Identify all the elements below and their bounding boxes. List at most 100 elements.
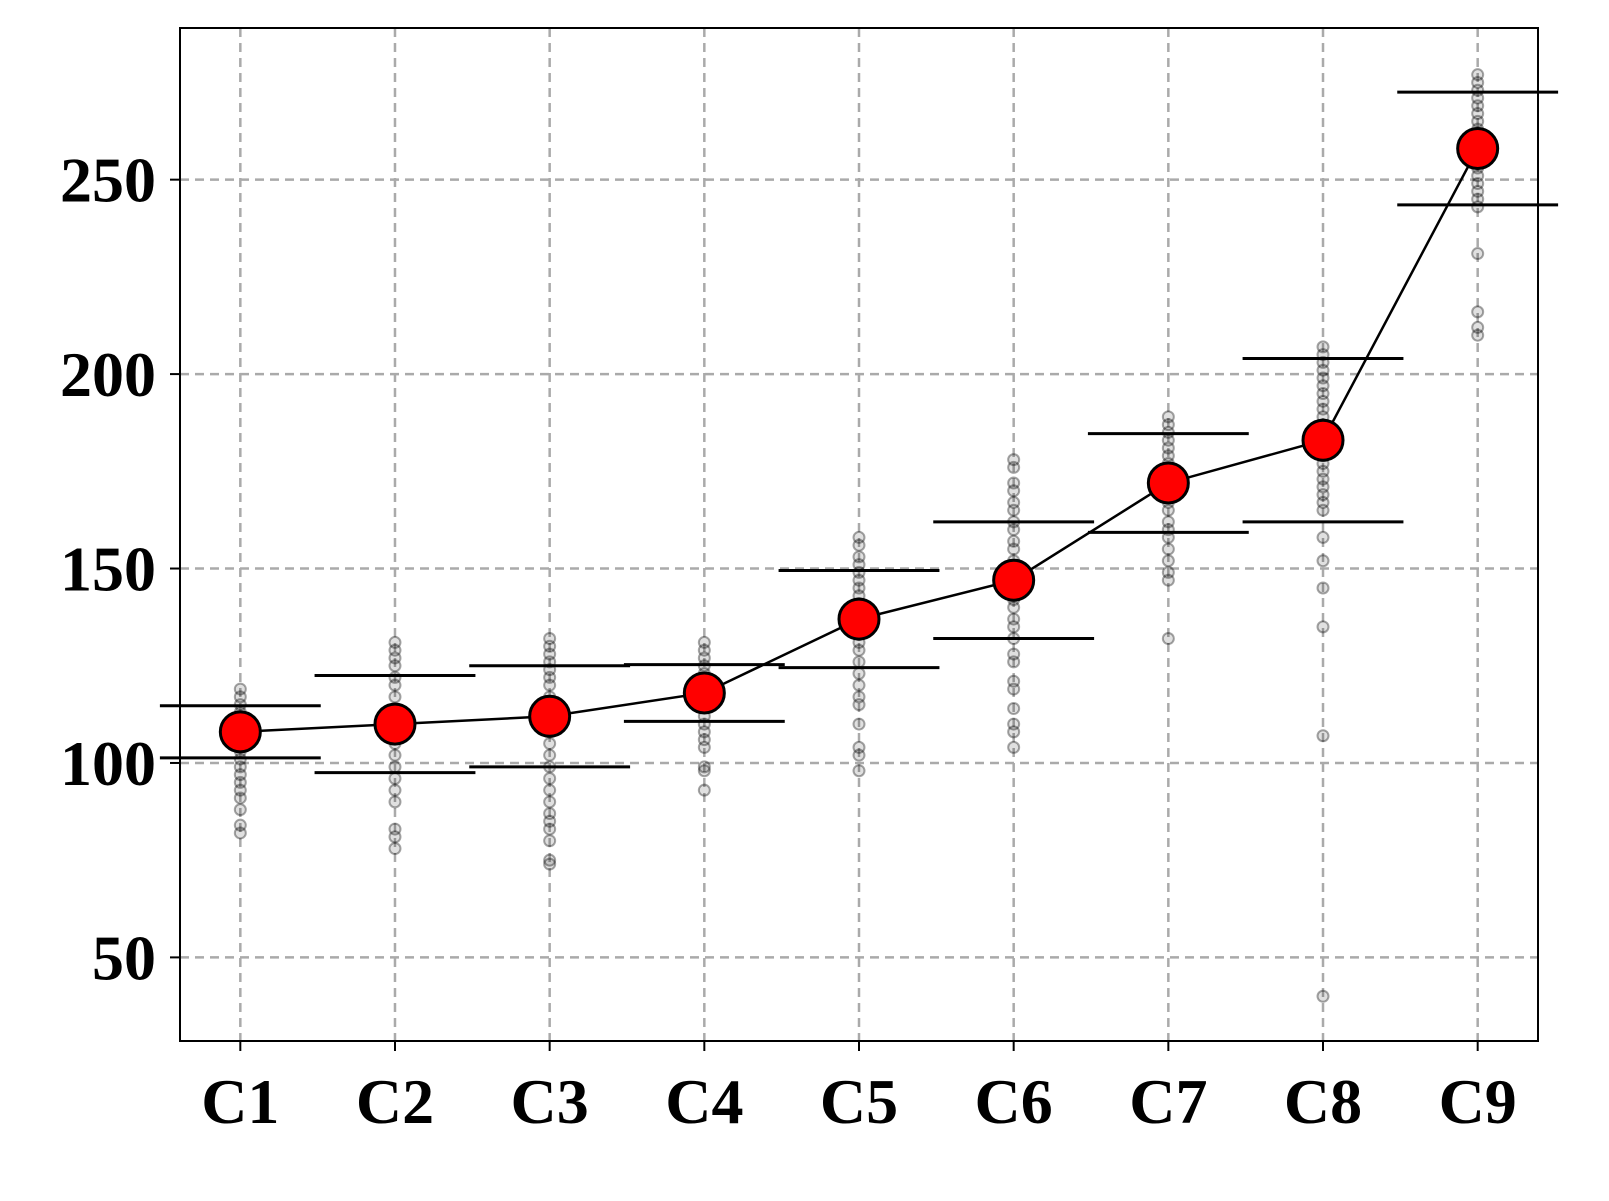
sample-point: [388, 659, 402, 673]
sample-point: [1007, 503, 1021, 517]
sample-point: [1007, 717, 1021, 731]
sample-point: [697, 760, 711, 774]
sample-point: [1471, 107, 1485, 121]
sample-point: [1316, 620, 1330, 634]
sample-point: [1316, 387, 1330, 401]
x-tick-label: C2: [356, 1066, 434, 1137]
sample-point: [1161, 418, 1175, 432]
sample-point: [852, 698, 866, 712]
mean-marker: [528, 694, 572, 738]
sample-point: [1316, 464, 1330, 478]
sample-point: [233, 760, 247, 774]
sample-point: [1007, 600, 1021, 614]
mean-marker: [218, 710, 262, 754]
sample-point: [1316, 340, 1330, 354]
sample-point: [1007, 725, 1021, 739]
mean-marker: [1146, 461, 1190, 505]
sample-point: [1161, 449, 1175, 463]
sample-point: [852, 538, 866, 552]
sample-point: [852, 717, 866, 731]
sample-point: [1471, 200, 1485, 214]
sample-point: [1471, 114, 1485, 128]
sample-point: [543, 639, 557, 653]
sample-point: [852, 530, 866, 544]
sample-point: [543, 834, 557, 848]
sample-point: [1471, 184, 1485, 198]
sample-point: [1316, 363, 1330, 377]
sample-point: [1316, 495, 1330, 509]
y-tick-label: 50: [92, 922, 156, 993]
sample-point: [543, 632, 557, 646]
sample-point: [543, 853, 557, 867]
y-tick-label: 250: [60, 145, 156, 216]
sample-point: [233, 690, 247, 704]
sample-point: [1007, 612, 1021, 626]
x-tick-label: C9: [1439, 1066, 1517, 1137]
sample-point: [1007, 740, 1021, 754]
sample-point: [1007, 460, 1021, 474]
sample-point: [1161, 515, 1175, 529]
sample-point: [233, 783, 247, 797]
sample-point: [388, 760, 402, 774]
mean-marker: [992, 558, 1036, 602]
sample-point: [388, 651, 402, 665]
sample-point: [1161, 573, 1175, 587]
sample-point: [1471, 75, 1485, 89]
sample-point: [1007, 702, 1021, 716]
sample-point: [1316, 371, 1330, 385]
sample-point: [1007, 534, 1021, 548]
sample-point: [388, 772, 402, 786]
sample-point: [1007, 484, 1021, 498]
sample-point: [852, 581, 866, 595]
sample-point: [1471, 328, 1485, 342]
sample-point: [852, 748, 866, 762]
sample-point: [1316, 394, 1330, 408]
sample-point: [388, 690, 402, 704]
sample-point: [388, 678, 402, 692]
sample-point: [388, 822, 402, 836]
sample-point: [1316, 729, 1330, 743]
sample-point: [1471, 177, 1485, 191]
sample-point: [543, 670, 557, 684]
y-tick-label: 150: [60, 534, 156, 605]
sample-point: [1316, 554, 1330, 568]
sample-point: [1007, 495, 1021, 509]
sample-point: [543, 807, 557, 821]
y-tick-label: 100: [60, 728, 156, 799]
x-tick-label: C3: [511, 1066, 589, 1137]
sample-point: [697, 643, 711, 657]
sample-point: [1471, 99, 1485, 113]
sample-point: [852, 678, 866, 692]
sample-point: [1007, 523, 1021, 537]
sample-point: [543, 822, 557, 836]
sample-point: [388, 842, 402, 856]
sample-point: [1161, 441, 1175, 455]
sample-point: [852, 667, 866, 681]
sample-point: [1316, 503, 1330, 517]
x-tick-label: C1: [201, 1066, 279, 1137]
sample-point: [388, 635, 402, 649]
sample-point: [543, 795, 557, 809]
mean-marker: [373, 702, 417, 746]
sample-point: [1161, 565, 1175, 579]
sample-point: [233, 775, 247, 789]
sample-point: [697, 725, 711, 739]
sample-point: [233, 791, 247, 805]
sample-point: [1007, 453, 1021, 467]
mean-marker: [1456, 127, 1500, 171]
sample-point: [1316, 581, 1330, 595]
x-tick-label: C8: [1284, 1066, 1362, 1137]
sample-point: [1007, 655, 1021, 669]
sample-point: [1007, 476, 1021, 490]
x-tick-label: C7: [1129, 1066, 1207, 1137]
x-tick-label: C5: [820, 1066, 898, 1137]
sample-point: [697, 733, 711, 747]
sample-point: [852, 573, 866, 587]
sample-point: [1161, 554, 1175, 568]
sample-point: [852, 764, 866, 778]
sample-point: [1007, 674, 1021, 688]
sample-point: [543, 737, 557, 751]
sample-point: [852, 690, 866, 704]
sample-point: [852, 655, 866, 669]
sample-point: [543, 748, 557, 762]
